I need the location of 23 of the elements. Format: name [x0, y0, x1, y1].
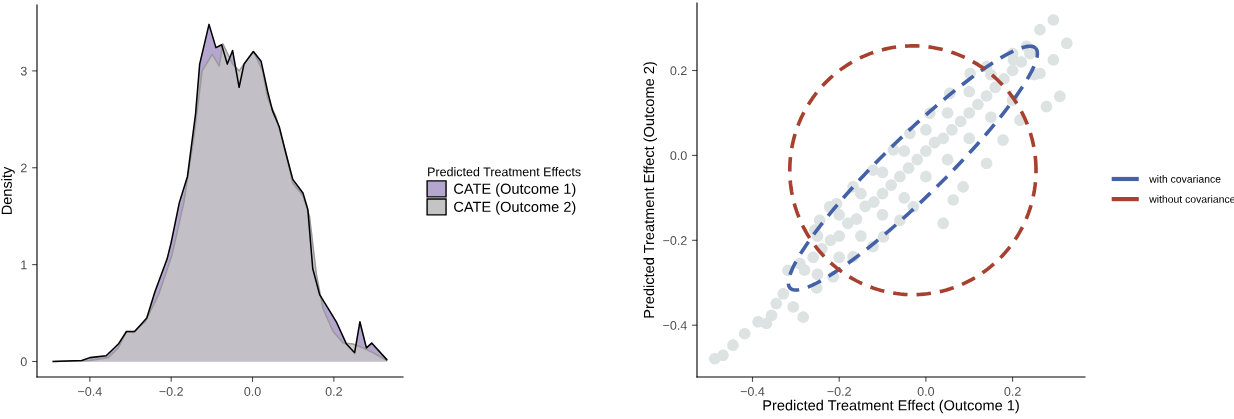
x-tick-label: 0.0 [917, 387, 935, 396]
y-tick-label: −0.4 [663, 321, 687, 330]
y-axis-title: Predicted Treatment Effect (Outcome 2) [643, 62, 658, 318]
y-axis-title: Density [1, 166, 15, 215]
legend-title: Predicted Treatment Effects [428, 167, 581, 177]
x-axis-title: Predicted Treatment Effect (Outcome 1) [763, 399, 1019, 414]
legend-label: CATE (Outcome 2) [454, 201, 576, 215]
y-tick-label: 3 [20, 66, 27, 76]
y-tick-label: 0.2 [670, 66, 687, 76]
x-tick-label: −0.4 [740, 387, 765, 396]
y-tick-label: −0.2 [663, 236, 687, 245]
x-tick-label: 0.2 [1004, 387, 1021, 396]
x-tick-label: −0.4 [78, 387, 102, 396]
x-tick-label: −0.2 [159, 387, 183, 396]
x-tick-label: −0.2 [827, 387, 851, 396]
text: with covariance [1149, 175, 1221, 183]
y-tick-label: 0.0 [670, 151, 687, 161]
legend-label: CATE (Outcome 1) [454, 183, 576, 197]
x-tick-label: 0.0 [244, 387, 261, 396]
y-tick-label: 1 [21, 260, 27, 270]
x-tick-label: 0.2 [325, 387, 342, 396]
y-tick-label: 2 [20, 163, 27, 173]
y-tick-label: 0 [20, 357, 27, 367]
